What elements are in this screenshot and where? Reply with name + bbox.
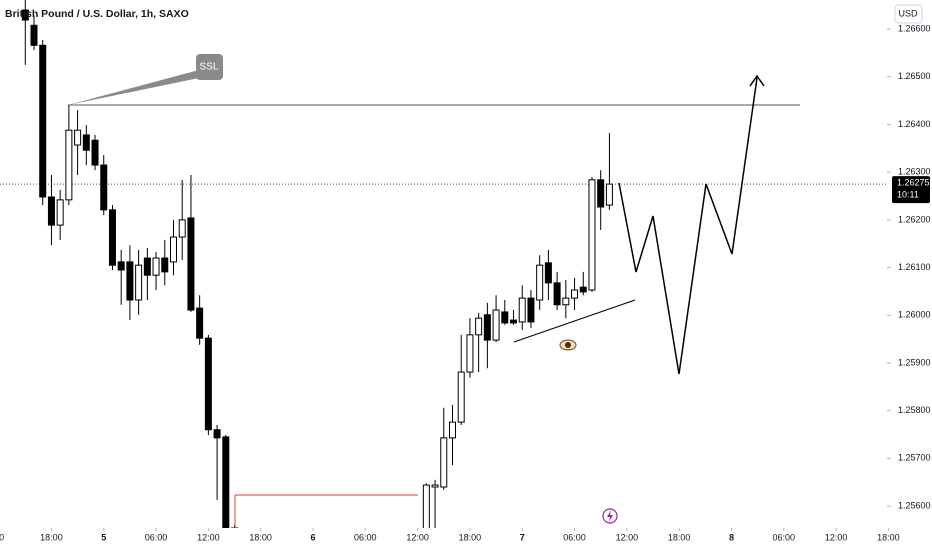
x-tick-label: 00 <box>0 532 4 542</box>
candle-body <box>457 371 465 423</box>
callout-pointer <box>68 70 199 105</box>
y-tick-label: 1.25800 <box>898 405 931 415</box>
y-tick-label: 1.26400 <box>898 119 931 129</box>
currency[interactable]: USD <box>898 8 918 18</box>
candle-body <box>544 262 552 284</box>
y-tick-label: 1.25900 <box>898 357 931 367</box>
x-tick-label: 18:00 <box>40 532 63 542</box>
candle-body <box>135 264 143 301</box>
candle-body <box>65 129 73 201</box>
candle-body <box>56 199 64 226</box>
candle-body <box>152 257 160 276</box>
candle-body <box>74 129 82 146</box>
candle-body <box>483 314 491 341</box>
candle-body <box>422 484 430 528</box>
candle-body <box>562 297 570 306</box>
candle-body <box>222 436 230 528</box>
candle-body <box>213 429 221 439</box>
projection-path <box>618 77 758 375</box>
candle-body <box>39 44 47 198</box>
x-tick-label: 12:00 <box>616 532 639 542</box>
event-icon[interactable] <box>602 508 618 524</box>
plot-area <box>0 0 887 528</box>
candle-body <box>126 261 134 301</box>
y-tick-label: 1.26300 <box>898 167 931 177</box>
drawings <box>68 54 800 528</box>
candle-body <box>204 337 212 431</box>
x-tick-label: 12:00 <box>197 532 220 542</box>
x-tick-label: 06:00 <box>354 532 377 542</box>
y-tick-label: 1.25600 <box>898 500 931 510</box>
candle-body <box>82 134 90 151</box>
price-axis-panel <box>887 0 932 528</box>
candle-body <box>518 297 526 323</box>
time-axis-panel <box>0 528 932 550</box>
y-tick-label: 1.26100 <box>898 262 931 272</box>
current-price-label: 1.26275 <box>897 177 930 187</box>
candle-body <box>117 261 125 271</box>
candle-body <box>47 196 55 226</box>
candle-body <box>91 139 99 166</box>
candle-body <box>448 421 456 439</box>
x-tick-label: 12:00 <box>406 532 429 542</box>
x-tick-label: 5 <box>101 532 106 542</box>
candle-body <box>143 257 151 276</box>
callout-box <box>196 54 223 80</box>
candle-body <box>466 334 474 373</box>
candle-body <box>527 297 535 323</box>
x-tick-label: 06:00 <box>563 532 586 542</box>
y-tick-label: 1.26200 <box>898 214 931 224</box>
candle-body <box>187 217 195 311</box>
candle-body <box>169 236 177 263</box>
x-tick-label: 06:00 <box>773 532 796 542</box>
candle-body <box>579 286 587 293</box>
candle-body <box>30 24 38 46</box>
candle-body <box>571 289 579 299</box>
chart-title: British Pound / U.S. Dollar, 1h, SAXO <box>5 8 189 20</box>
y-tick-label: 1.26500 <box>898 71 931 81</box>
candle-body <box>605 183 613 206</box>
y-tick-label: 1.26600 <box>898 23 931 33</box>
x-tick-label: 6 <box>310 532 315 542</box>
candle-body <box>553 282 561 306</box>
eye-icon <box>559 339 577 351</box>
candle-body <box>431 484 439 488</box>
current-price-box <box>892 176 930 204</box>
trend-line <box>513 299 636 343</box>
x-tick-label: 06:00 <box>145 532 168 542</box>
x-tick-label: 8 <box>729 532 734 542</box>
arrow-head <box>749 74 765 87</box>
candle-body <box>588 179 596 291</box>
y-tick-label: 1.26000 <box>898 310 931 320</box>
candle-body <box>196 307 204 339</box>
x-tick-label: 18:00 <box>459 532 482 542</box>
candle-body <box>492 309 500 341</box>
candle-body <box>501 311 509 324</box>
candle-body <box>100 164 108 211</box>
candle-body <box>440 437 448 488</box>
x-tick-label: 18:00 <box>249 532 272 542</box>
currency-button[interactable] <box>894 4 923 24</box>
y-tick-label: 1.25700 <box>898 453 931 463</box>
candle-body <box>475 317 483 336</box>
candle-body <box>161 257 169 273</box>
countdown: 10:11 <box>897 189 919 199</box>
candle-body <box>536 264 544 301</box>
x-tick-label: 7 <box>520 532 525 542</box>
annotation: SSL <box>200 62 219 73</box>
candle-body <box>21 9 29 21</box>
candle-body <box>108 209 116 266</box>
candle-body <box>178 219 186 238</box>
x-tick-label: 12:00 <box>825 532 848 542</box>
x-tick-label: 18:00 <box>668 532 691 542</box>
candle-body <box>510 319 518 324</box>
x-tick-label: 18:00 <box>877 532 900 542</box>
candle-body <box>597 179 605 208</box>
